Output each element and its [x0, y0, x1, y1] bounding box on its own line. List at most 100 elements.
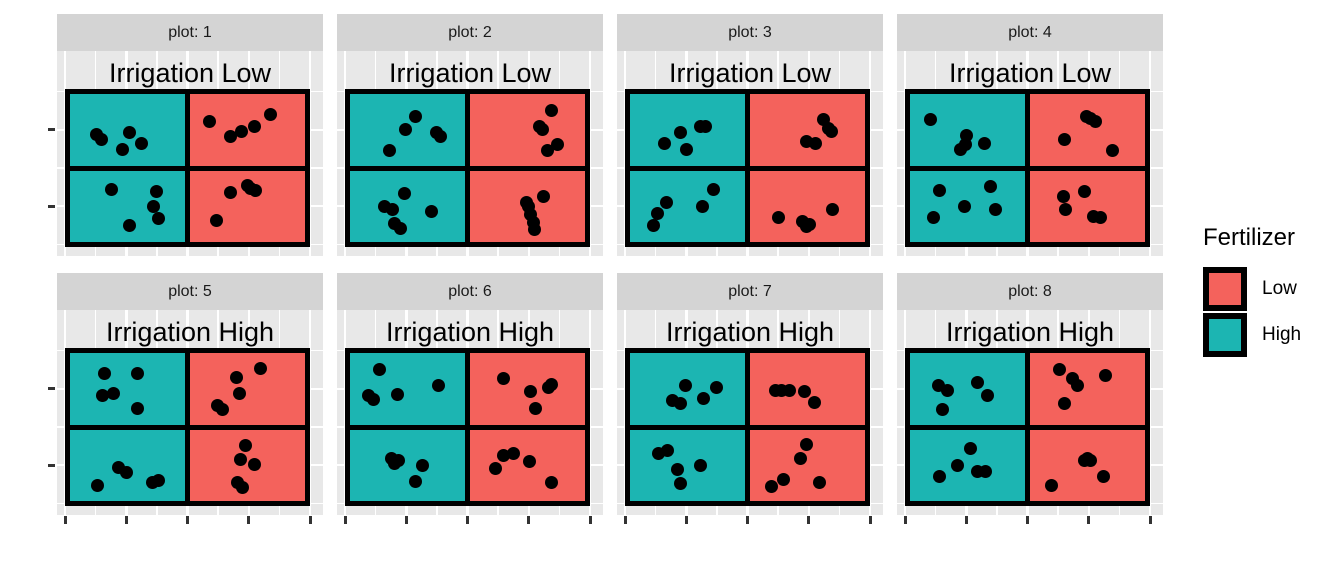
data-point — [971, 375, 985, 389]
legend-swatch-high — [1203, 313, 1247, 357]
data-point — [1093, 211, 1107, 225]
data-point — [238, 439, 252, 453]
data-point — [658, 136, 671, 150]
data-point — [537, 189, 551, 203]
gridline — [1148, 310, 1152, 515]
data-point — [695, 200, 709, 214]
data-point — [223, 129, 237, 143]
gridline — [588, 51, 592, 256]
legend-label-high: High — [1262, 324, 1302, 345]
data-point — [978, 136, 992, 150]
data-point — [812, 475, 826, 489]
data-point — [409, 109, 423, 123]
data-point — [247, 458, 261, 472]
quadrant-top-left-fertilizer-high — [630, 94, 745, 166]
data-point — [119, 465, 133, 479]
facet-plot-2: plot: 2 Irrigation Low — [337, 14, 603, 256]
plot-block — [345, 348, 590, 506]
quadrant-bottom-left-fertilizer-high — [910, 429, 1025, 501]
data-point — [699, 120, 713, 134]
data-point — [149, 184, 163, 198]
plot-block — [345, 89, 590, 247]
quadrant-top-left-fertilizer-high — [910, 94, 1025, 166]
data-point — [488, 462, 502, 476]
data-point — [527, 223, 541, 237]
data-point — [825, 124, 839, 138]
data-point — [674, 126, 688, 140]
data-point — [772, 211, 786, 225]
data-point — [980, 389, 994, 403]
data-point — [152, 473, 166, 487]
facet-strip: plot: 4 — [897, 14, 1163, 51]
data-point — [697, 391, 711, 405]
plot-block — [905, 89, 1150, 247]
x-axis-tick — [623, 516, 627, 524]
facet-plot-6: plot: 6 Irrigation High — [337, 273, 603, 524]
data-point — [545, 103, 559, 117]
data-point — [123, 126, 137, 140]
data-point — [373, 362, 387, 376]
plot-block — [65, 89, 310, 247]
x-axis-tick — [1026, 516, 1029, 524]
x-axis-tick — [868, 516, 872, 524]
data-point — [1053, 362, 1067, 376]
gridline — [588, 310, 592, 515]
data-point — [94, 132, 108, 146]
data-point — [394, 221, 408, 235]
data-point — [223, 186, 237, 200]
plot-block — [625, 89, 870, 247]
quadrant-bottom-right-fertilizer-low — [470, 429, 585, 501]
data-point — [1045, 479, 1059, 493]
data-point — [391, 454, 405, 468]
data-point — [98, 367, 111, 381]
data-point — [776, 473, 790, 487]
quadrant-top-right-fertilizer-low — [470, 353, 585, 425]
quadrant-top-right-fertilizer-low — [750, 353, 865, 425]
data-point — [941, 384, 955, 398]
data-point — [782, 383, 796, 397]
data-point — [674, 397, 688, 411]
data-point — [264, 107, 277, 121]
facet-panel: Irrigation High — [57, 310, 323, 515]
x-axis-tick — [903, 516, 907, 524]
gridline — [1148, 51, 1152, 256]
data-point — [123, 219, 137, 233]
data-point — [104, 182, 118, 196]
quadrant-top-left-fertilizer-high — [350, 353, 465, 425]
data-point — [957, 200, 971, 214]
data-point — [253, 361, 267, 375]
quadrant-top-right-fertilizer-low — [190, 353, 305, 425]
data-point — [95, 389, 109, 403]
quadrant-bottom-right-fertilizer-low — [1030, 170, 1145, 242]
data-point — [765, 480, 779, 494]
data-point — [1058, 397, 1071, 411]
data-point — [529, 402, 543, 416]
data-point — [674, 477, 688, 491]
x-axis-tick — [527, 516, 531, 524]
data-point — [366, 392, 380, 406]
y-axis-tick — [48, 204, 55, 208]
data-point — [988, 203, 1002, 217]
data-point — [107, 386, 121, 400]
gridline — [308, 51, 312, 256]
data-point — [236, 480, 250, 494]
quadrant-top-left-fertilizer-high — [70, 94, 185, 166]
quadrant-bottom-left-fertilizer-high — [70, 170, 185, 242]
quadrant-bottom-right-fertilizer-low — [190, 170, 305, 242]
data-point — [229, 370, 243, 384]
data-point — [409, 475, 423, 489]
data-point — [1097, 470, 1111, 484]
data-point — [134, 136, 148, 150]
quadrant-bottom-left-fertilizer-high — [350, 429, 465, 501]
facet-strip: plot: 5 — [57, 273, 323, 310]
facet-strip: plot: 7 — [617, 273, 883, 310]
facet-plot-8: plot: 8 Irrigation High — [897, 273, 1163, 524]
facet-plot-3: plot: 3 Irrigation Low — [617, 14, 883, 256]
x-axis-tick — [404, 516, 408, 524]
irrigation-label: Irrigation Low — [108, 58, 272, 88]
irrigation-label: Irrigation High — [385, 317, 555, 347]
data-point — [232, 386, 246, 400]
data-point — [797, 385, 811, 399]
data-point — [924, 113, 938, 127]
y-axis-tick — [48, 128, 55, 132]
